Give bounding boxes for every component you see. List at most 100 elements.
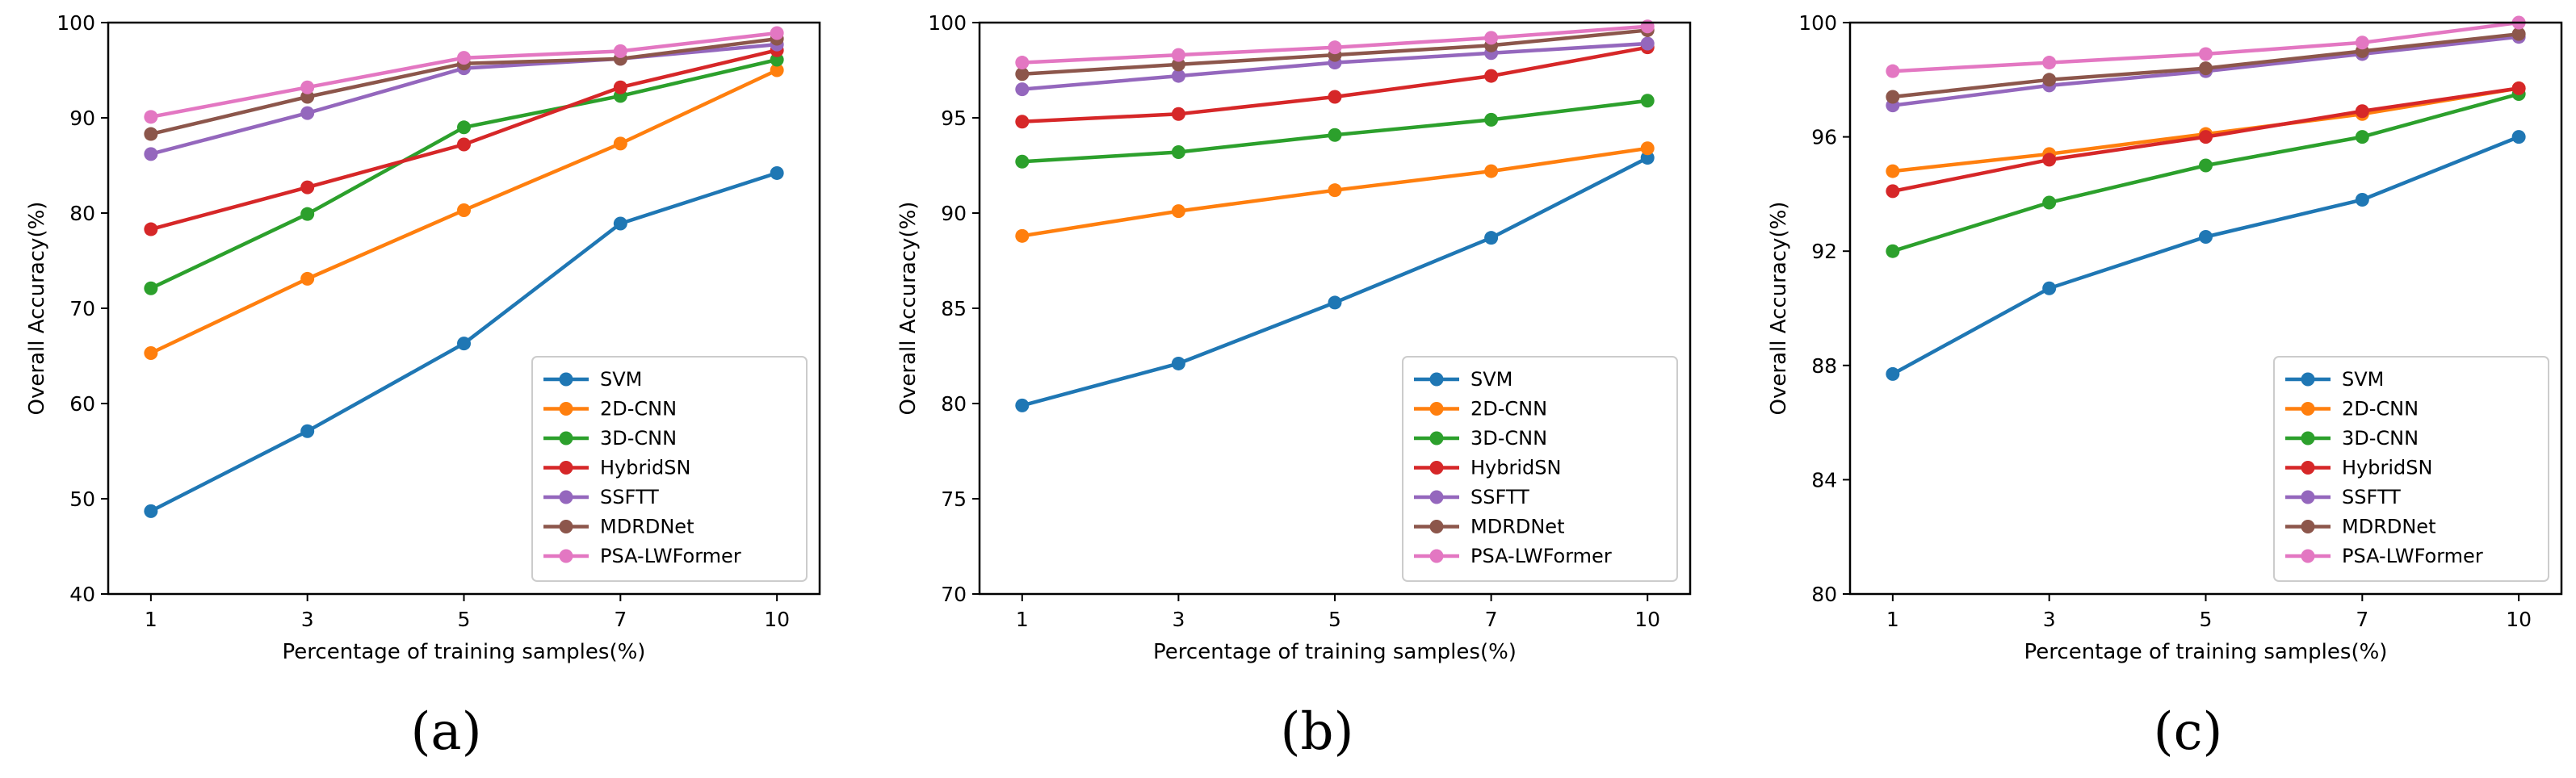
chart-a-x-axis-label: Percentage of training samples(%): [283, 640, 646, 664]
chart-a-point-svm: [144, 504, 158, 518]
chart-c-point-3d-cnn: [1886, 244, 1900, 258]
chart-c-point-3d-cnn: [2042, 195, 2057, 210]
chart-b-xtick-label: 1: [1016, 608, 1029, 631]
chart-a-ytick-label: 60: [69, 392, 95, 416]
chart-a-ytick-label: 90: [69, 107, 95, 130]
chart-a-xtick-label: 7: [614, 608, 627, 631]
chart-c-xtick-label: 7: [2356, 608, 2368, 631]
chart-c-point-hybridsn: [2511, 81, 2526, 95]
chart-b-legend-label-mdrdnet: MDRDNet: [1471, 516, 1564, 538]
chart-b-point-svm: [1328, 295, 1342, 310]
chart-b-point-psa-lwformer: [1484, 31, 1499, 45]
chart-c-legend-label-ssftt: SSFTT: [2342, 486, 2401, 508]
chart-c-point-2d-cnn: [1886, 164, 1900, 178]
chart-a-point-psa-lwformer: [300, 80, 315, 94]
chart-c-legend-label-psa-lwformer: PSA-LWFormer: [2342, 545, 2483, 567]
chart-c-point-mdrdnet: [1886, 90, 1900, 104]
chart-c-legend-marker-3d-cnn: [2301, 431, 2315, 445]
chart-a-point-psa-lwformer: [770, 26, 784, 40]
chart-c-caption: (c): [2154, 702, 2223, 762]
chart-a-point-svm: [300, 424, 315, 438]
chart-b-point-hybridsn: [1328, 90, 1342, 104]
chart-b-point-2d-cnn: [1015, 228, 1030, 243]
chart-c-ytick-label: 92: [1811, 240, 1837, 263]
chart-b-ytick-label: 85: [941, 297, 967, 320]
chart-a-point-psa-lwformer: [144, 110, 158, 124]
chart-a-legend-label-2d-cnn: 2D-CNN: [600, 398, 677, 420]
chart-a-xtick-label: 10: [764, 608, 790, 631]
chart-c-ytick-label: 100: [1798, 11, 1837, 35]
chart-b-point-hybridsn: [1171, 107, 1185, 121]
chart-a-legend-label-psa-lwformer: PSA-LWFormer: [600, 545, 741, 567]
chart-a-point-2d-cnn: [457, 203, 471, 217]
chart-b-point-ssftt: [1171, 69, 1185, 83]
chart-b-ytick-label: 100: [928, 11, 967, 35]
chart-a-point-mdrdnet: [300, 90, 315, 104]
chart-a-point-svm: [457, 337, 471, 351]
chart-b-point-hybridsn: [1484, 69, 1499, 83]
chart-a-legend-marker-ssftt: [559, 490, 573, 504]
chart-c-legend: SVM 2D-CNN 3D-CNN HybridSN SSFTT MDRDNet PSA-L…: [2273, 356, 2549, 582]
chart-c-ytick-label: 80: [1811, 583, 1837, 606]
chart-a-legend-label-3d-cnn: 3D-CNN: [600, 427, 677, 450]
chart-a-panel: 40 50 60 70 80 90 100 1 3 5 7 10 Percentage of train…: [25, 11, 821, 762]
chart-b-point-3d-cnn: [1640, 94, 1655, 108]
chart-c-x-axis-label: Percentage of training samples(%): [2024, 640, 2388, 664]
chart-b-xtick-label: 10: [1634, 608, 1660, 631]
chart-a-ytick-label: 50: [69, 487, 95, 511]
chart-a-point-3d-cnn: [770, 52, 784, 67]
chart-c-legend-marker-psa-lwformer: [2301, 549, 2315, 563]
chart-b-point-psa-lwformer: [1015, 56, 1030, 70]
chart-b-point-svm: [1640, 151, 1655, 165]
chart-a-point-2d-cnn: [770, 63, 784, 77]
chart-a-point-3d-cnn: [457, 120, 471, 135]
chart-c-legend-label-2d-cnn: 2D-CNN: [2342, 398, 2419, 420]
chart-b-xtick-label: 3: [1172, 608, 1185, 631]
chart-c-ytick-label: 88: [1811, 354, 1837, 378]
chart-a-point-3d-cnn: [144, 281, 158, 295]
chart-b-xtick-label: 5: [1328, 608, 1341, 631]
chart-b-legend-marker-3d-cnn: [1429, 431, 1444, 445]
chart-c-legend-marker-svm: [2301, 372, 2315, 387]
chart-c-point-hybridsn: [2199, 130, 2213, 144]
chart-b-point-3d-cnn: [1328, 128, 1342, 142]
chart-b-legend-marker-ssftt: [1429, 490, 1444, 504]
chart-a-ytick-label: 80: [69, 202, 95, 225]
chart-b-point-svm: [1171, 356, 1185, 370]
chart-c-legend-label-mdrdnet: MDRDNet: [2342, 516, 2435, 538]
chart-a-legend-marker-svm: [559, 372, 573, 387]
chart-a-point-hybridsn: [300, 180, 315, 194]
chart-b-caption: (b): [1281, 702, 1354, 762]
chart-b-legend-label-2d-cnn: 2D-CNN: [1471, 398, 1547, 420]
chart-b-legend-label-ssftt: SSFTT: [1471, 486, 1529, 508]
chart-c-point-psa-lwformer: [2355, 36, 2369, 50]
chart-c-legend-marker-hybridsn: [2301, 461, 2315, 475]
chart-c-point-svm: [2199, 230, 2213, 244]
chart-b-point-svm: [1015, 398, 1030, 412]
chart-c-point-svm: [1886, 366, 1900, 381]
chart-c-point-mdrdnet: [2042, 73, 2057, 87]
chart-b-point-hybridsn: [1015, 115, 1030, 129]
chart-b-point-ssftt: [1015, 82, 1030, 97]
chart-a-legend-label-svm: SVM: [600, 368, 642, 391]
chart-a-point-2d-cnn: [144, 345, 158, 360]
chart-b-point-psa-lwformer: [1328, 40, 1342, 55]
chart-c-legend-marker-ssftt: [2301, 490, 2315, 504]
chart-c-point-psa-lwformer: [2042, 56, 2057, 70]
chart-c-point-svm: [2042, 281, 2057, 295]
chart-b-legend-marker-psa-lwformer: [1429, 549, 1444, 563]
chart-a-legend-label-hybridsn: HybridSN: [600, 457, 690, 479]
chart-a-xtick-label: 3: [301, 608, 314, 631]
chart-c-point-mdrdnet: [2511, 27, 2526, 41]
chart-b-point-mdrdnet: [1015, 67, 1030, 82]
chart-c-point-svm: [2511, 130, 2526, 144]
chart-c-point-psa-lwformer: [2199, 47, 2213, 61]
chart-c-ytick-label: 84: [1811, 468, 1837, 491]
chart-a-ytick-label: 70: [69, 297, 95, 320]
chart-a-point-2d-cnn: [613, 136, 627, 151]
chart-a-caption: (a): [410, 702, 481, 762]
chart-c-point-3d-cnn: [2355, 130, 2369, 144]
chart-b-ytick-label: 90: [941, 202, 967, 225]
chart-b-legend: SVM 2D-CNN 3D-CNN HybridSN SSFTT MDRDNet PSA-L…: [1402, 356, 1678, 582]
chart-b-legend-marker-2d-cnn: [1429, 402, 1444, 416]
